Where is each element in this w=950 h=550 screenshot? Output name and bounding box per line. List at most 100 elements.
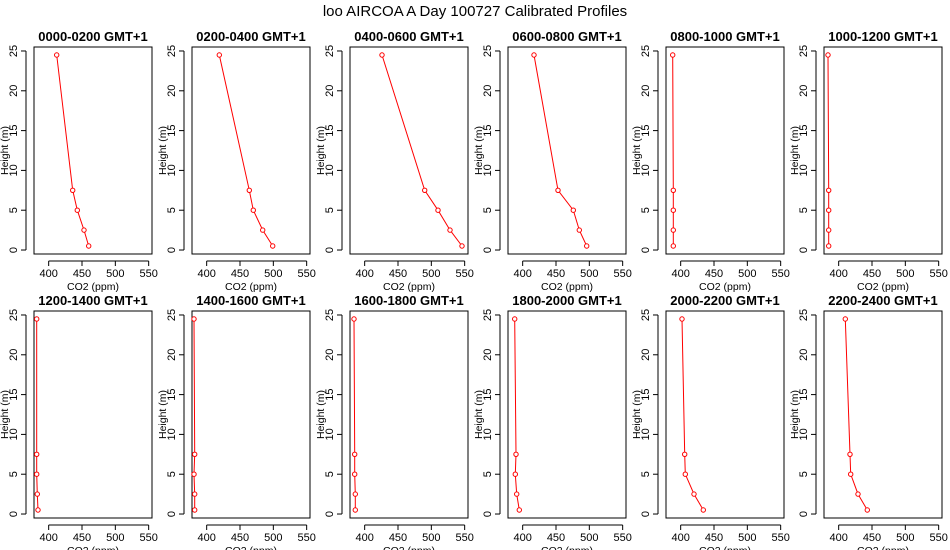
y-axis-label: Height (m) bbox=[473, 126, 485, 175]
y-tick-label: 15 bbox=[8, 124, 20, 136]
y-axis-label: Height (m) bbox=[631, 126, 643, 175]
y-tick-label: 20 bbox=[324, 85, 336, 97]
y-tick-label: 20 bbox=[482, 349, 494, 361]
y-tick-label: 25 bbox=[482, 309, 494, 321]
profile-panel: 1000-1200 GMT+1 400 450 500 550 CO2 (ppm) 0 5 10… bbox=[789, 29, 948, 293]
data-point bbox=[826, 227, 832, 233]
x-tick-label: 400 bbox=[355, 268, 373, 280]
x-tick-label: 550 bbox=[613, 532, 631, 544]
data-point bbox=[447, 227, 453, 233]
x-tick-label: 400 bbox=[39, 268, 57, 280]
x-axis-label: CO2 (ppm) bbox=[225, 281, 277, 293]
y-tick-label: 25 bbox=[640, 45, 652, 57]
x-tick-label: 550 bbox=[929, 268, 947, 280]
x-tick-label: 400 bbox=[39, 532, 57, 544]
profile-panel: 1400-1600 GMT+1 400 450 500 550 CO2 (ppm) 0 5 10… bbox=[157, 293, 316, 550]
y-axis-label: Height (m) bbox=[789, 126, 801, 175]
y-axis: 0 5 10 15 20 25 Height (m) bbox=[315, 45, 343, 253]
x-tick-label: 400 bbox=[671, 532, 689, 544]
y-tick-label: 15 bbox=[166, 388, 178, 400]
plot-frame bbox=[33, 310, 153, 519]
y-tick-label: 0 bbox=[798, 247, 810, 253]
y-axis: 0 5 10 15 20 25 Height (m) bbox=[789, 45, 817, 253]
y-tick-label: 5 bbox=[324, 207, 336, 213]
y-axis: 0 5 10 15 20 25 Height (m) bbox=[789, 309, 817, 517]
y-tick-label: 25 bbox=[640, 309, 652, 321]
y-tick-label: 15 bbox=[798, 388, 810, 400]
y-tick-label: 10 bbox=[482, 428, 494, 440]
x-tick-label: 550 bbox=[455, 268, 473, 280]
plot-frame bbox=[191, 46, 311, 255]
panel-title: 0200-0400 GMT+1 bbox=[196, 29, 305, 44]
data-point bbox=[670, 243, 676, 249]
y-axis-label: Height (m) bbox=[157, 390, 169, 439]
profile-panel: 1600-1800 GMT+1 400 450 500 550 CO2 (ppm) 0 5 10… bbox=[315, 293, 474, 550]
y-tick-label: 10 bbox=[324, 428, 336, 440]
y-tick-label: 20 bbox=[8, 349, 20, 361]
data-point bbox=[514, 491, 520, 497]
x-tick-label: 450 bbox=[547, 268, 565, 280]
profile-panel: 0400-0600 GMT+1 400 450 500 550 CO2 (ppm) 0 5 10… bbox=[315, 29, 474, 293]
plot-frame bbox=[823, 310, 943, 519]
data-point bbox=[826, 207, 832, 213]
plot-frame bbox=[665, 310, 785, 519]
y-tick-label: 10 bbox=[8, 428, 20, 440]
data-point bbox=[260, 227, 266, 233]
data-point bbox=[513, 451, 519, 457]
x-tick-label: 400 bbox=[829, 268, 847, 280]
co2-profile-series bbox=[54, 52, 92, 249]
plot-frame bbox=[349, 310, 469, 519]
y-tick-label: 5 bbox=[640, 471, 652, 477]
y-axis-label: Height (m) bbox=[0, 390, 11, 439]
x-axis: 400 450 500 550 CO2 (ppm) bbox=[829, 260, 948, 293]
y-tick-label: 15 bbox=[798, 124, 810, 136]
data-point bbox=[679, 316, 685, 322]
profile-line bbox=[844, 318, 868, 511]
x-axis-label: CO2 (ppm) bbox=[225, 545, 277, 550]
co2-profile-series bbox=[216, 52, 276, 249]
y-axis-label: Height (m) bbox=[789, 390, 801, 439]
y-tick-label: 20 bbox=[324, 349, 336, 361]
data-point bbox=[250, 207, 257, 213]
y-tick-label: 20 bbox=[640, 85, 652, 97]
y-tick-label: 5 bbox=[324, 471, 336, 477]
y-tick-label: 5 bbox=[482, 207, 494, 213]
data-point bbox=[576, 227, 582, 233]
y-tick-label: 25 bbox=[166, 45, 178, 57]
plot-frame bbox=[191, 310, 311, 519]
profile-line bbox=[381, 54, 463, 247]
x-tick-label: 550 bbox=[297, 268, 315, 280]
y-axis: 0 5 10 15 20 25 Height (m) bbox=[473, 309, 501, 517]
profile-line bbox=[218, 54, 274, 247]
data-point bbox=[81, 227, 87, 233]
y-tick-label: 25 bbox=[798, 309, 810, 321]
x-axis-label: CO2 (ppm) bbox=[67, 545, 119, 550]
data-point bbox=[826, 243, 832, 249]
x-axis-label: CO2 (ppm) bbox=[541, 545, 593, 550]
panel-title: 0000-0200 GMT+1 bbox=[38, 29, 147, 44]
co2-profile-series bbox=[531, 52, 590, 249]
plot-frame bbox=[823, 46, 943, 255]
y-axis-label: Height (m) bbox=[157, 126, 169, 175]
x-tick-label: 450 bbox=[73, 532, 91, 544]
data-point bbox=[570, 207, 576, 213]
data-point bbox=[192, 491, 198, 497]
y-tick-label: 0 bbox=[640, 247, 652, 253]
x-axis-label: CO2 (ppm) bbox=[699, 545, 751, 550]
y-tick-label: 15 bbox=[640, 124, 652, 136]
y-tick-label: 15 bbox=[324, 124, 336, 136]
x-tick-label: 550 bbox=[139, 268, 157, 280]
x-tick-label: 450 bbox=[547, 532, 565, 544]
data-point bbox=[246, 187, 253, 194]
y-tick-label: 0 bbox=[324, 247, 336, 253]
x-tick-label: 500 bbox=[422, 268, 440, 280]
x-axis: 400 450 500 550 CO2 (ppm) bbox=[355, 260, 474, 293]
profile-panel: 2000-2200 GMT+1 400 450 500 550 CO2 (ppm) 0 5 10… bbox=[631, 293, 790, 550]
profile-line bbox=[193, 318, 196, 510]
plot-frame bbox=[349, 46, 469, 255]
x-tick-label: 450 bbox=[863, 268, 881, 280]
x-tick-label: 550 bbox=[455, 532, 473, 544]
x-tick-label: 450 bbox=[705, 268, 723, 280]
